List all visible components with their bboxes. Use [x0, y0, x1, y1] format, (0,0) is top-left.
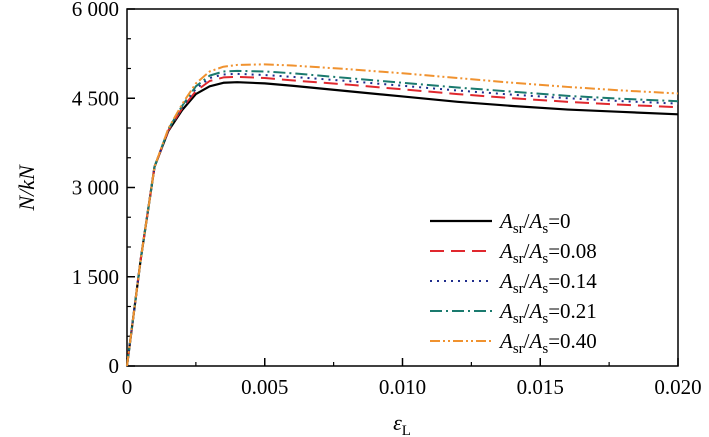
y-tick-label: 4 500 — [72, 86, 119, 110]
y-axis-ticks: 0 1 500 3 000 4 500 6 000 — [72, 0, 135, 378]
x-tick-label: 0.020 — [654, 375, 701, 399]
x-axis-label-epsilon: ε — [393, 410, 402, 435]
series-line-0 — [125, 81, 679, 367]
x-tick-label: 0.005 — [241, 375, 288, 399]
x-axis-label-subscript: L — [402, 423, 411, 437]
series-lines — [125, 63, 679, 367]
y-tick-label: 6 000 — [72, 0, 119, 21]
legend-label-0: Asr/As=0 — [498, 209, 571, 237]
y-axis-label: N/kN — [14, 164, 39, 212]
x-tick-label: 0.010 — [379, 375, 426, 399]
legend: Asr/As=0Asr/As=0.08Asr/As=0.14Asr/As=0.2… — [430, 209, 597, 357]
legend-label-3: Asr/As=0.21 — [498, 299, 597, 327]
series-line-3 — [126, 69, 679, 367]
legend-label-2: Asr/As=0.14 — [498, 269, 597, 297]
x-axis-ticks: 0 0.005 0.010 0.015 0.020 — [122, 358, 702, 399]
series-line-4 — [126, 63, 679, 367]
y-tick-label: 0 — [109, 354, 120, 378]
legend-label-4: Asr/As=0.40 — [498, 329, 597, 357]
x-tick-label: 0.015 — [517, 375, 564, 399]
x-tick-label: 0 — [122, 375, 133, 399]
x-axis-label: εL — [393, 410, 411, 437]
legend-label-1: Asr/As=0.08 — [498, 239, 597, 267]
y-tick-label: 1 500 — [72, 265, 119, 289]
y-tick-label: 3 000 — [72, 176, 119, 200]
